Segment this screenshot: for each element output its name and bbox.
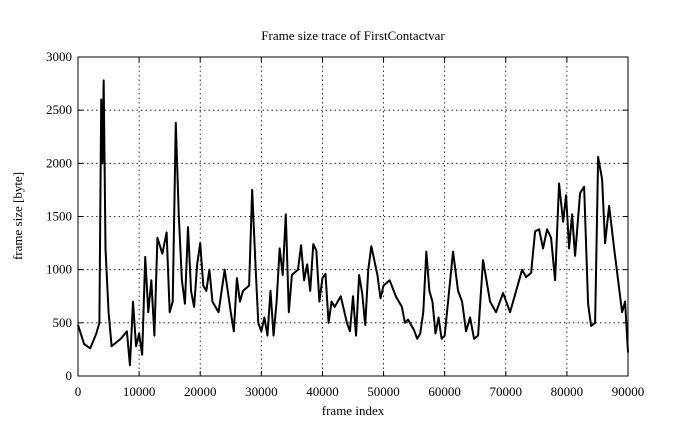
y-tick-label: 1000: [46, 262, 72, 277]
x-tick-label: 40000: [306, 384, 339, 399]
x-tick-label: 0: [75, 384, 82, 399]
x-tick-label: 50000: [367, 384, 400, 399]
x-axis-label: frame index: [322, 403, 385, 418]
x-tick-label: 10000: [123, 384, 156, 399]
x-tick-label: 80000: [551, 384, 584, 399]
y-tick-label: 0: [66, 368, 73, 383]
y-tick-label: 2500: [46, 102, 72, 117]
chart-title: Frame size trace of FirstContactvar: [261, 28, 445, 43]
y-tick-label: 500: [53, 315, 73, 330]
y-tick-label: 2000: [46, 155, 72, 170]
y-tick-label: 3000: [46, 49, 72, 64]
x-tick-label: 90000: [612, 384, 645, 399]
x-tick-label: 60000: [428, 384, 461, 399]
x-tick-label: 70000: [490, 384, 523, 399]
x-tick-label: 30000: [245, 384, 278, 399]
y-tick-label: 1500: [46, 209, 72, 224]
data-line: [77, 79, 629, 367]
y-axis-label: frame size [byte]: [10, 172, 25, 260]
x-tick-label: 20000: [184, 384, 217, 399]
